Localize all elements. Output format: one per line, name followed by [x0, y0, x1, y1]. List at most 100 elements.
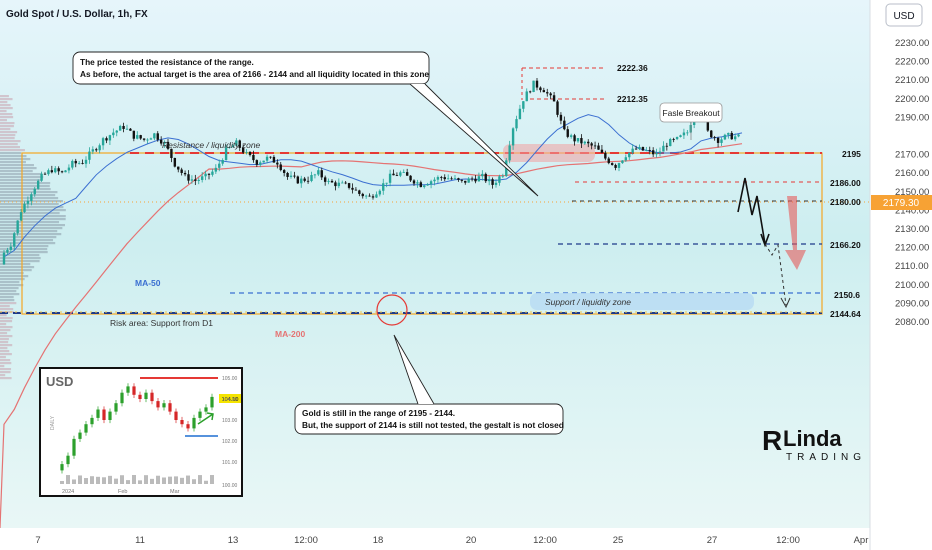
volume-profile-bar — [0, 98, 13, 101]
candle-body — [713, 137, 716, 139]
inset-volume-bar — [60, 481, 64, 484]
price-tick-label: 2080.00 — [895, 317, 929, 328]
volume-profile-bar — [0, 272, 24, 275]
volume-profile-bar — [0, 251, 48, 254]
candle-body — [129, 128, 132, 131]
volume-profile-bar — [0, 188, 51, 191]
candle-body — [361, 193, 364, 197]
candle-body — [241, 147, 245, 153]
candle-body — [446, 178, 450, 180]
volume-profile-bar — [0, 293, 20, 296]
candle-body — [33, 188, 36, 195]
candle-body — [600, 149, 604, 153]
candle-body — [115, 130, 118, 133]
inset-candle-body — [138, 394, 142, 399]
candle-body — [112, 132, 115, 136]
candle-body — [74, 160, 77, 164]
last-price-badge — [871, 195, 932, 210]
inset-volume-bar — [66, 475, 70, 484]
inset-candle-body — [96, 409, 100, 418]
candle-body — [183, 172, 187, 175]
resistance-liquidity-zone — [503, 144, 595, 162]
price-tick-label: 2120.00 — [895, 243, 929, 254]
candle-body — [737, 134, 740, 137]
price-tick-label: 2160.00 — [895, 168, 929, 179]
candle-body — [194, 179, 197, 181]
candle-body — [180, 169, 183, 173]
volume-profile-bar — [0, 224, 65, 227]
volume-profile-bar — [0, 107, 13, 110]
callout-top-line2: As before, the actual target is the area… — [80, 69, 429, 79]
volume-profile-bar — [0, 350, 10, 353]
volume-profile-bar — [0, 155, 27, 158]
inset-x-tick: 2024 — [62, 489, 74, 495]
candle-body — [323, 177, 327, 182]
inset-y-tick: 103.00 — [222, 418, 238, 424]
candle-body — [26, 200, 30, 204]
inset-volume-bar — [78, 475, 82, 484]
volume-profile-bar — [0, 359, 11, 362]
candle-body — [638, 146, 641, 150]
volume-profile-bar — [0, 371, 11, 374]
candle-body — [279, 164, 282, 171]
volume-profile-bar — [0, 215, 66, 218]
inset-candle-body — [108, 411, 112, 420]
candle-body — [610, 163, 614, 165]
inset-volume-bar — [186, 475, 190, 484]
volume-profile-bar — [0, 338, 9, 341]
price-tick-label: 2230.00 — [895, 38, 929, 49]
inset-volume-bar — [144, 475, 148, 484]
price-tick-label: 2090.00 — [895, 298, 929, 309]
candle-body — [573, 135, 576, 142]
time-axis-background — [0, 528, 870, 550]
volume-profile-bar — [0, 164, 34, 167]
resistance-zone-label: Resistance / liquidity zone — [162, 140, 261, 150]
candle-body — [515, 119, 518, 129]
volume-profile-bar — [0, 290, 17, 293]
volume-profile-bar — [0, 170, 33, 173]
inset-volume-bar — [138, 480, 142, 484]
candle-body — [60, 171, 64, 173]
candle-body — [19, 212, 23, 221]
candle-body — [542, 90, 546, 93]
volume-profile-bar — [0, 347, 8, 350]
currency-button[interactable] — [885, 3, 923, 27]
price-axis-background — [870, 0, 932, 550]
candle-body — [6, 249, 9, 253]
time-tick-label: 7 — [35, 535, 40, 546]
candle-body — [159, 139, 163, 144]
candle-body — [163, 141, 166, 144]
candle-body — [429, 181, 433, 185]
volume-profile-bar — [0, 329, 11, 332]
candle-body — [197, 179, 200, 181]
candle-body — [672, 139, 675, 140]
candle-body — [43, 173, 47, 175]
candle-body — [300, 178, 303, 184]
inset-candle-body — [102, 409, 106, 420]
candle-body — [501, 175, 505, 177]
ma50-label: MA-50 — [135, 278, 161, 288]
candle-body — [13, 233, 16, 247]
volume-profile-bar — [0, 185, 50, 188]
candle-body — [303, 178, 306, 181]
candle-body — [604, 152, 607, 159]
inset-volume-bar — [120, 475, 124, 484]
candle-body — [214, 167, 218, 172]
volume-profile-bar — [0, 227, 63, 230]
volume-profile-bar — [0, 146, 21, 149]
inset-y-tick: 101.00 — [222, 460, 238, 466]
inset-candle-body — [144, 392, 148, 399]
candle-body — [98, 145, 101, 151]
candle-body — [378, 190, 382, 195]
callout-bottom-line2: But, the support of 2144 is still not te… — [302, 420, 564, 430]
candle-body — [371, 196, 375, 198]
logo-r-mark: R — [762, 425, 782, 456]
risk-circle — [376, 294, 408, 326]
time-axis[interactable]: 7 11 13 12:00 18 20 12:00 25 27 12:00 Apr — [35, 535, 868, 546]
candle-body — [136, 135, 139, 139]
candle-body — [57, 168, 60, 172]
candle-body — [221, 159, 224, 164]
volume-profile-bar — [0, 173, 43, 176]
price-axis[interactable]: 2230.00 2220.00 2210.00 2200.00 2190.00 2170.… — [895, 38, 929, 328]
